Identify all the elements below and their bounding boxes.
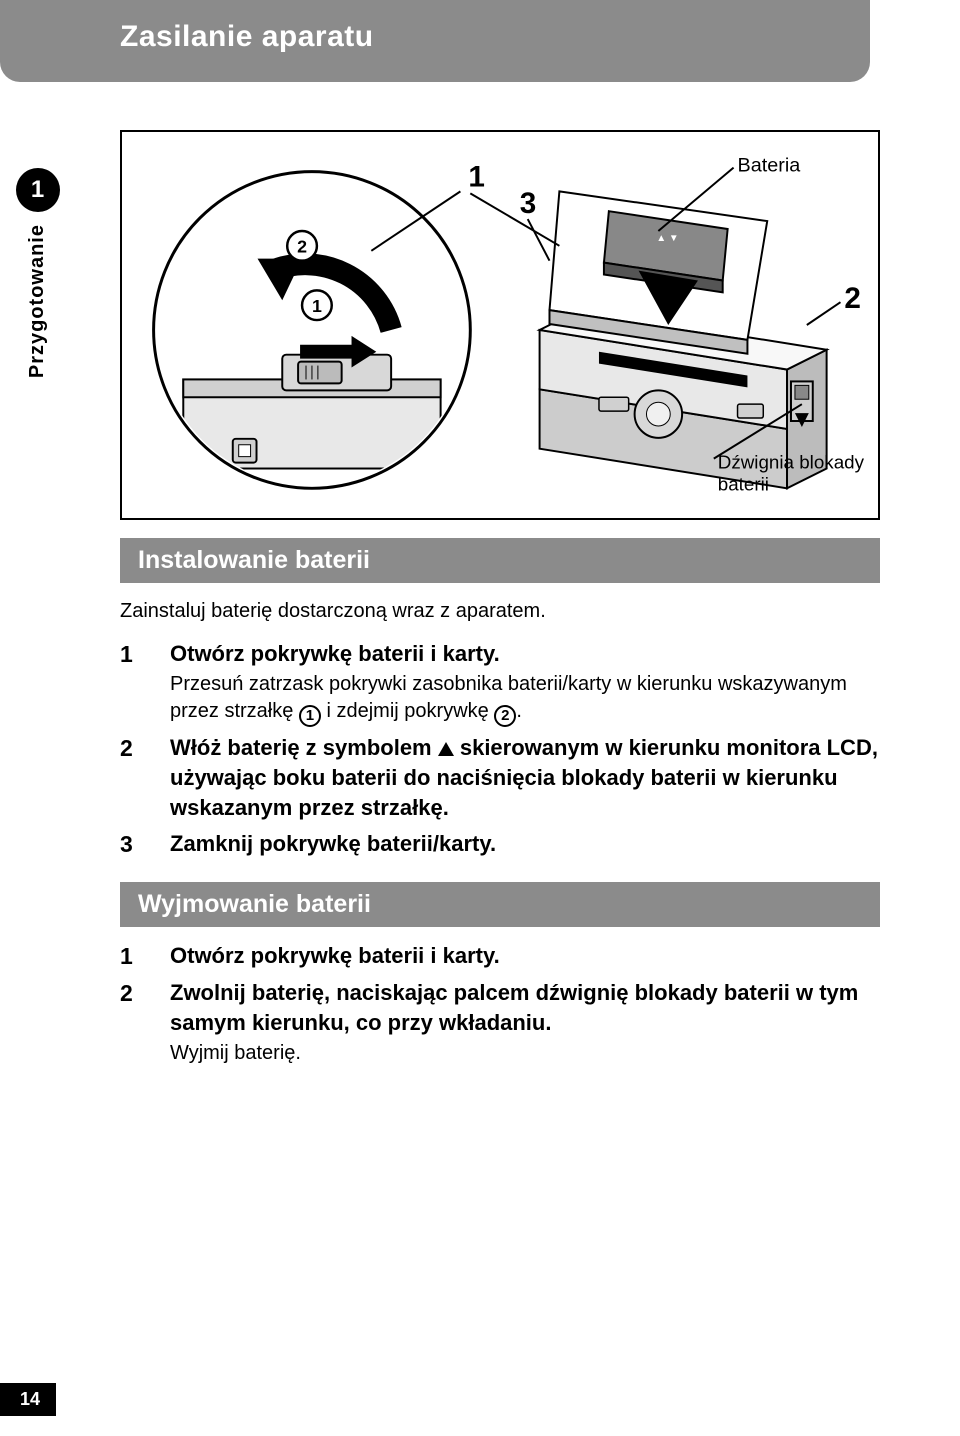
step-body: Włóż baterię z symbolem skierowanym w ki… [170,733,880,823]
page-number: 14 [0,1383,56,1416]
step-number: 2 [120,978,170,1067]
step-number: 3 [120,829,170,860]
page-title-tab: Zasilanie aparatu [0,0,870,82]
side-tab-label: Przygotowanie [26,224,49,378]
step-body: Zwolnij baterię, naciskając palcem dźwig… [170,978,880,1067]
content-area: Instalowanie baterii Zainstaluj baterię … [120,538,880,1089]
svg-text:1: 1 [468,160,485,193]
step-number: 1 [120,639,170,727]
step-subtext: Wyjmij baterię. [170,1040,880,1067]
svg-text:Bateria: Bateria [738,155,801,177]
battery-diagram: ▲ ▼ [120,130,880,520]
svg-text:2: 2 [297,237,307,257]
step-number: 1 [120,941,170,972]
section1-intro: Zainstaluj baterię dostarczoną wraz z ap… [120,597,880,625]
svg-text:3: 3 [520,187,537,220]
svg-text:2: 2 [844,282,861,315]
section1-header: Instalowanie baterii [120,538,880,583]
step-number: 2 [120,733,170,823]
step-item: 1 Otwórz pokrywkę baterii i karty. [120,941,880,972]
svg-text:▲ ▼: ▲ ▼ [656,233,678,244]
circled-2-icon: 2 [494,705,516,727]
step-item: 2 Włóż baterię z symbolem skierowanym w … [120,733,880,823]
section2-steps: 1 Otwórz pokrywkę baterii i karty. 2 Zwo… [120,941,880,1067]
step-item: 1 Otwórz pokrywkę baterii i karty. Przes… [120,639,880,727]
step-body: Zamknij pokrywkę baterii/karty. [170,829,880,860]
svg-text:1: 1 [312,296,322,316]
page-title: Zasilanie aparatu [120,20,374,53]
triangle-up-icon [438,742,454,756]
side-tab-number: 1 [16,168,60,212]
section1-steps: 1 Otwórz pokrywkę baterii i karty. Przes… [120,639,880,860]
step-body: Otwórz pokrywkę baterii i karty. [170,941,880,972]
section2-header: Wyjmowanie baterii [120,882,880,927]
step-subtext: Przesuń zatrzask pokrywki zasobnika bate… [170,671,880,727]
step-body: Otwórz pokrywkę baterii i karty. Przesuń… [170,639,880,727]
step-item: 3 Zamknij pokrywkę baterii/karty. [120,829,880,860]
step-item: 2 Zwolnij baterię, naciskając palcem dźw… [120,978,880,1067]
side-tab: 1 Przygotowanie [0,160,75,510]
diagram-svg: ▲ ▼ [122,132,878,518]
circled-1-icon: 1 [299,705,321,727]
